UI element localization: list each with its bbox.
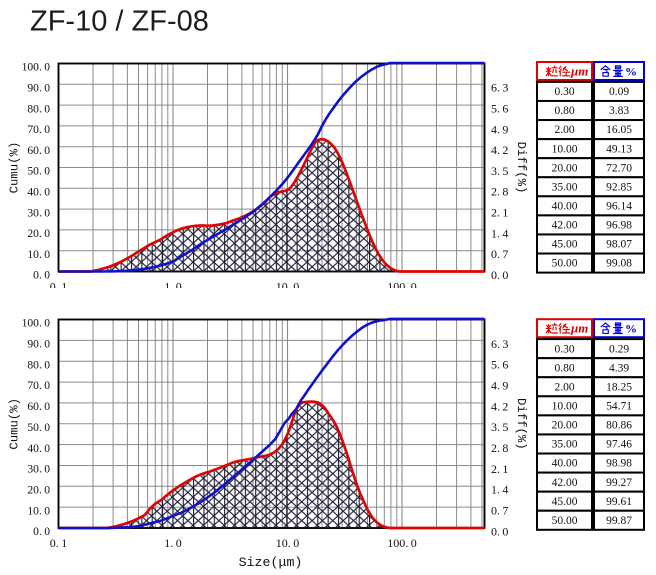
svg-text:0.30: 0.30: [554, 343, 574, 355]
svg-text:100. 0: 100. 0: [22, 61, 51, 74]
svg-text:80. 0: 80. 0: [27, 102, 50, 115]
svg-text:54.71: 54.71: [606, 401, 632, 413]
svg-text:40.00: 40.00: [552, 458, 578, 470]
svg-text:4. 9: 4. 9: [491, 122, 508, 136]
svg-text:50. 0: 50. 0: [27, 165, 50, 178]
svg-text:2. 1: 2. 1: [491, 206, 508, 220]
svg-text:Diff(%): Diff(%): [514, 142, 528, 194]
svg-text:70. 0: 70. 0: [27, 379, 50, 392]
svg-text:80.86: 80.86: [606, 420, 632, 432]
svg-text:98.07: 98.07: [606, 239, 632, 251]
svg-text:0. 7: 0. 7: [491, 247, 508, 261]
svg-text:%: %: [625, 65, 637, 79]
svg-text:4.39: 4.39: [609, 362, 629, 374]
svg-text:0. 0: 0. 0: [491, 524, 508, 538]
svg-text:0.80: 0.80: [554, 362, 574, 374]
svg-text:5. 6: 5. 6: [491, 358, 508, 372]
svg-text:72.70: 72.70: [606, 162, 632, 174]
svg-text:0. 0: 0. 0: [33, 525, 50, 538]
svg-text:50.00: 50.00: [552, 258, 578, 270]
svg-text:50. 0: 50. 0: [27, 421, 50, 434]
svg-text:70. 0: 70. 0: [27, 123, 50, 136]
svg-text:1. 4: 1. 4: [491, 226, 508, 240]
svg-text:0.29: 0.29: [609, 343, 629, 355]
svg-text:42.00: 42.00: [552, 220, 578, 232]
svg-text:100. 0: 100. 0: [387, 536, 416, 550]
svg-text:80. 0: 80. 0: [27, 358, 50, 371]
svg-text:Cumu(%): Cumu(%): [8, 142, 22, 194]
svg-text:10. 0: 10. 0: [27, 504, 50, 517]
svg-text:4. 2: 4. 2: [491, 399, 508, 413]
svg-text:30. 0: 30. 0: [27, 206, 50, 219]
svg-text:96.14: 96.14: [606, 201, 632, 213]
svg-text:60. 0: 60. 0: [27, 400, 50, 413]
svg-text:3. 5: 3. 5: [491, 420, 508, 434]
svg-text:10.00: 10.00: [552, 401, 578, 413]
svg-text:1. 0: 1. 0: [164, 536, 181, 550]
svg-text:5. 6: 5. 6: [491, 102, 508, 116]
svg-text:98.98: 98.98: [606, 458, 632, 470]
svg-text:μm: μm: [570, 64, 588, 79]
svg-text:50.00: 50.00: [552, 515, 578, 527]
svg-text:100. 0: 100. 0: [22, 317, 51, 330]
svg-text:16.05: 16.05: [606, 124, 632, 136]
svg-text:ZF-10 / ZF-08: ZF-10 / ZF-08: [30, 6, 209, 38]
svg-text:6. 3: 6. 3: [491, 337, 508, 351]
svg-text:90. 0: 90. 0: [27, 338, 50, 351]
svg-text:1. 4: 1. 4: [491, 483, 508, 497]
svg-text:10. 0: 10. 0: [276, 536, 299, 550]
svg-text:40. 0: 40. 0: [27, 442, 50, 455]
svg-text:0.09: 0.09: [609, 86, 629, 98]
svg-text:35.00: 35.00: [552, 439, 578, 451]
svg-text:60. 0: 60. 0: [27, 144, 50, 157]
svg-text:99.27: 99.27: [606, 477, 632, 489]
svg-text:0. 0: 0. 0: [491, 268, 508, 282]
svg-text:10.00: 10.00: [552, 143, 578, 155]
svg-text:42.00: 42.00: [552, 477, 578, 489]
svg-text:2. 1: 2. 1: [491, 462, 508, 476]
svg-text:45.00: 45.00: [552, 496, 578, 508]
svg-text:99.08: 99.08: [606, 258, 632, 270]
svg-text:Diff(%): Diff(%): [514, 398, 528, 450]
svg-text:18.25: 18.25: [606, 381, 632, 393]
svg-text:Size(μm): Size(μm): [239, 555, 303, 570]
svg-text:4. 9: 4. 9: [491, 378, 508, 392]
svg-text:4. 2: 4. 2: [491, 143, 508, 157]
svg-text:0. 1: 0. 1: [50, 536, 67, 550]
svg-text:2.00: 2.00: [554, 124, 574, 136]
svg-text:Cumu(%): Cumu(%): [8, 398, 22, 450]
svg-text:90. 0: 90. 0: [27, 82, 50, 95]
svg-text:99.87: 99.87: [606, 515, 632, 527]
svg-text:20.00: 20.00: [552, 420, 578, 432]
svg-text:20. 0: 20. 0: [27, 484, 50, 497]
svg-text:40.00: 40.00: [552, 201, 578, 213]
svg-text:97.46: 97.46: [606, 439, 632, 451]
svg-text:20.00: 20.00: [552, 162, 578, 174]
svg-text:40. 0: 40. 0: [27, 186, 50, 199]
svg-text:2. 8: 2. 8: [491, 185, 508, 199]
svg-text:92.85: 92.85: [606, 181, 632, 193]
svg-text:35.00: 35.00: [552, 181, 578, 193]
svg-text:0.80: 0.80: [554, 105, 574, 117]
svg-text:μm: μm: [570, 321, 588, 336]
svg-text:45.00: 45.00: [552, 239, 578, 251]
svg-text:10. 0: 10. 0: [27, 248, 50, 261]
svg-text:20. 0: 20. 0: [27, 227, 50, 240]
svg-text:0. 0: 0. 0: [33, 269, 50, 282]
svg-text:%: %: [625, 322, 637, 336]
svg-text:0.30: 0.30: [554, 86, 574, 98]
svg-text:2. 8: 2. 8: [491, 441, 508, 455]
svg-text:0. 7: 0. 7: [491, 504, 508, 518]
svg-text:3. 5: 3. 5: [491, 164, 508, 178]
svg-text:6. 3: 6. 3: [491, 81, 508, 95]
svg-text:3.83: 3.83: [609, 105, 629, 117]
svg-text:96.98: 96.98: [606, 220, 632, 232]
svg-text:49.13: 49.13: [606, 143, 632, 155]
svg-text:99.61: 99.61: [606, 496, 632, 508]
svg-text:2.00: 2.00: [554, 381, 574, 393]
svg-text:30. 0: 30. 0: [27, 463, 50, 476]
